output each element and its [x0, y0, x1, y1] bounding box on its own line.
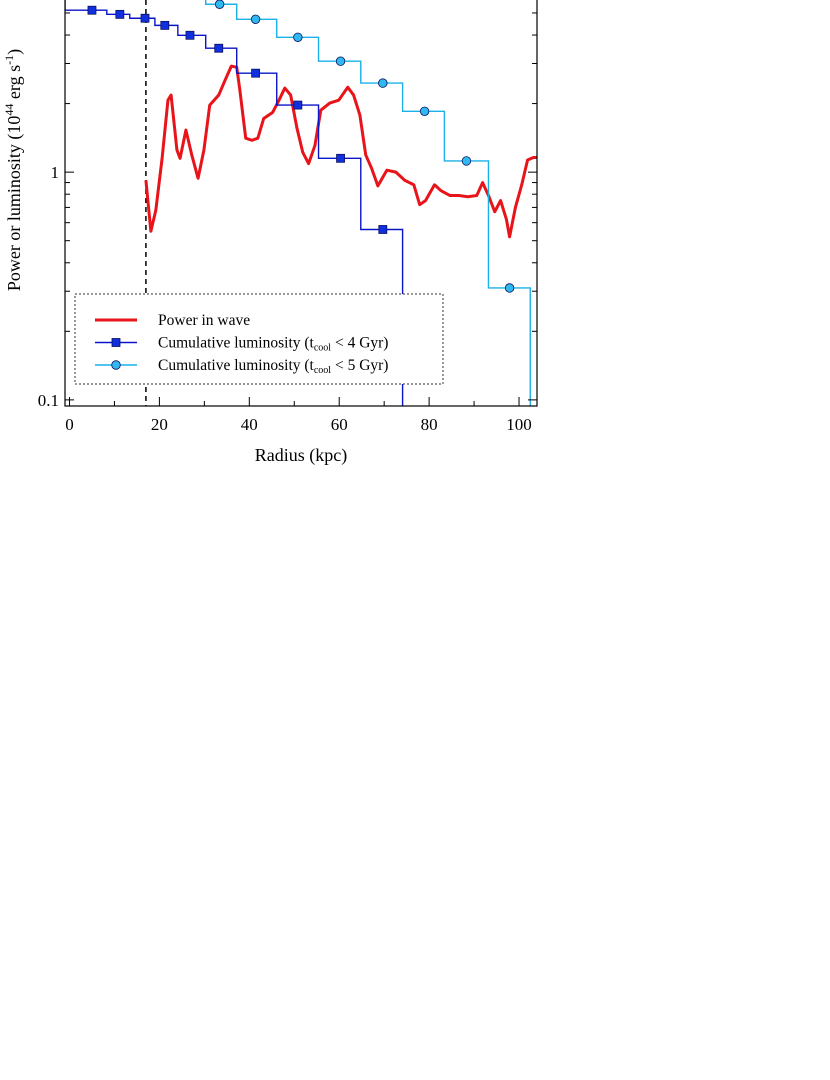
marker [293, 32, 303, 42]
step-line [205, 0, 531, 406]
marker [214, 43, 224, 53]
y-title-sup: 44 [2, 104, 16, 116]
legend-label: Cumulative luminosity (tcool < 5 Gyr) [158, 357, 388, 376]
marker [293, 100, 303, 110]
ticks: 0 20 40 60 80 100 0.1 1 [38, 12, 537, 434]
x-tick-label: 40 [241, 415, 258, 434]
axes-frame [64, 0, 538, 407]
y-title-part: Power or luminosity (10 [4, 116, 25, 292]
marker [160, 20, 170, 30]
marker [504, 283, 515, 293]
legend-label-part: Power in wave [158, 312, 250, 329]
marker [185, 30, 195, 40]
x-tick-label: 100 [506, 415, 532, 434]
legend-marker [111, 360, 121, 370]
x-tick-label: 60 [331, 415, 348, 434]
marker [336, 153, 345, 163]
marker [461, 156, 472, 166]
marker [378, 225, 388, 234]
marker [214, 0, 225, 9]
line [144, 64, 537, 239]
marker [140, 13, 150, 23]
y-title-part: ) [4, 49, 25, 55]
x-tick-label: 80 [421, 415, 438, 434]
y-title-part: erg s [4, 65, 24, 104]
y-tick-label: 0.1 [38, 391, 59, 410]
plot-area [65, 0, 537, 406]
legend-label: Cumulative luminosity (tcool < 4 Gyr) [158, 335, 388, 354]
legend-subscript: cool [314, 365, 331, 376]
y-axis-title: Power or luminosity (1044 erg s-1) [2, 49, 25, 291]
marker [378, 78, 388, 88]
x-axis-title: Radius (kpc) [255, 445, 347, 466]
x-tick-label: 20 [151, 415, 168, 434]
marker [250, 14, 261, 24]
marker [115, 9, 125, 19]
marker [87, 5, 97, 15]
y-tick-label: 1 [51, 163, 60, 182]
legend-box [74, 293, 444, 385]
marker [335, 56, 346, 66]
legend-label-part: Cumulative luminosity (t [158, 335, 315, 352]
legend-label-part: Cumulative luminosity (t [158, 357, 315, 374]
legend-marker [111, 338, 121, 347]
y-title-sup: -1 [2, 55, 16, 65]
x-tick-label: 0 [65, 415, 74, 434]
marker [419, 106, 430, 116]
legend-label-part: < 5 Gyr) [331, 357, 388, 374]
legend-subscript: cool [314, 343, 331, 354]
legend-label: Power in wave [158, 312, 250, 329]
marker [251, 68, 260, 78]
legend-label-part: < 4 Gyr) [331, 335, 388, 352]
